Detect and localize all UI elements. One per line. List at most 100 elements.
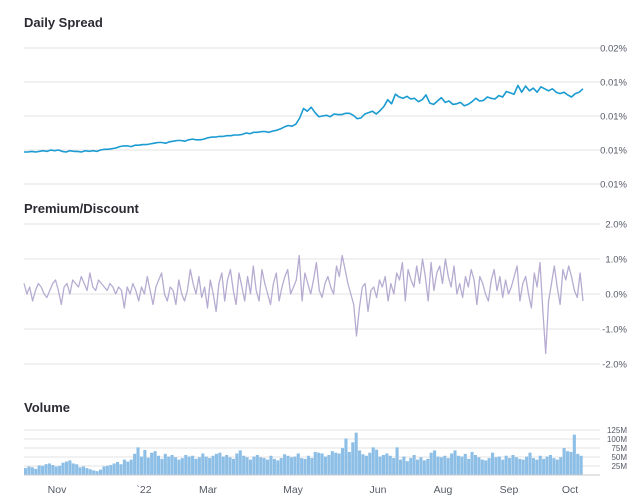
volume-bar <box>208 458 212 475</box>
volume-bar <box>467 458 471 475</box>
volume-bar <box>375 449 379 475</box>
volume-bar <box>402 456 406 475</box>
volume-bar <box>436 456 440 475</box>
volume-bar <box>405 461 409 475</box>
volume-bar <box>572 434 576 475</box>
volume-bar <box>218 452 222 475</box>
volume-bar <box>177 459 181 475</box>
volume-bar <box>44 464 48 475</box>
volume-bar <box>351 442 355 475</box>
volume-bar <box>153 451 157 475</box>
volume-y-tick-label: 75M <box>611 444 627 453</box>
volume-bar <box>64 461 69 475</box>
premium-y-tick-label: 0.0% <box>605 290 627 301</box>
volume-bar <box>460 456 464 475</box>
volume-bar <box>58 465 62 475</box>
volume-bar <box>371 447 375 475</box>
volume-bar <box>180 458 184 475</box>
volume-bar <box>409 458 413 475</box>
volume-bar <box>238 450 242 475</box>
volume-bar <box>490 452 495 475</box>
volume-bar <box>521 459 525 475</box>
volume-bar <box>276 460 280 475</box>
volume-bar <box>364 455 368 475</box>
x-tick-label: Oct <box>562 484 578 496</box>
volume-bar <box>146 457 150 475</box>
volume-bar <box>381 455 386 475</box>
volume-bar <box>163 453 167 475</box>
volume-bar <box>327 455 331 475</box>
daily-spread-title: Daily Spread <box>24 15 103 30</box>
volume-bar <box>429 452 433 475</box>
volume-bar <box>129 459 133 475</box>
volume-bar <box>453 450 457 475</box>
volume-bar <box>272 458 276 475</box>
spread-y-tick-label: 0.01% <box>600 180 627 191</box>
volume-y-tick-label: 50M <box>611 453 627 462</box>
volume-bar <box>102 466 106 475</box>
volume-bar <box>334 452 338 475</box>
volume-bar <box>286 455 290 475</box>
volume-bar <box>184 455 188 475</box>
volume-bar <box>555 459 559 475</box>
volume-bar <box>248 459 253 475</box>
volume-bar <box>446 458 450 475</box>
volume-bar <box>85 468 89 475</box>
volume-bar <box>78 467 82 475</box>
volume-bar <box>494 457 498 475</box>
spread-y-tick-label: 0.02% <box>600 44 627 55</box>
spread-y-tick-label: 0.01% <box>600 78 627 89</box>
volume-bar <box>214 453 218 475</box>
volume-bar <box>576 453 580 475</box>
volume-bar <box>30 467 34 475</box>
x-tick-label: Mar <box>199 484 218 496</box>
volume-bar <box>477 457 481 475</box>
volume-bar <box>443 455 447 475</box>
volume-bar <box>545 456 549 475</box>
volume-bar <box>497 456 501 475</box>
volume-bar <box>504 455 508 475</box>
volume-bar <box>245 457 249 475</box>
volume-bar <box>480 459 484 475</box>
volume-bar <box>426 458 430 475</box>
volume-bar <box>221 456 225 475</box>
volume-bar <box>562 448 566 475</box>
volume-bar <box>279 458 283 475</box>
volume-bar <box>569 451 573 475</box>
volume-bar <box>252 456 256 475</box>
volume-bar <box>344 438 348 475</box>
volume-y-tick-label: 125M <box>607 426 627 435</box>
volume-bar <box>484 460 488 475</box>
volume-bar <box>306 455 311 475</box>
volume-bar <box>565 451 570 475</box>
volume-bar <box>173 457 178 475</box>
volume-bar <box>514 457 518 475</box>
volume-bar <box>191 455 195 475</box>
volume-bar <box>535 459 539 475</box>
volume-bar <box>450 453 454 475</box>
volume-bar <box>269 455 273 475</box>
x-tick-label: Aug <box>434 484 453 496</box>
spread-y-tick-label: 0.01% <box>600 112 627 123</box>
volume-bar <box>109 465 113 475</box>
volume-bar <box>266 459 270 475</box>
premium-series-line <box>23 254 584 355</box>
volume-bar <box>358 450 362 475</box>
volume-bar <box>34 468 38 475</box>
volume-bar <box>579 455 583 475</box>
volume-bar <box>296 453 300 475</box>
volume-bar <box>337 453 341 475</box>
volume-bar <box>313 451 317 475</box>
volume-bar <box>68 460 72 475</box>
spread-series-line <box>24 84 584 153</box>
volume-bar <box>139 456 143 475</box>
volume-bar <box>289 457 293 475</box>
premium-y-tick-label: 1.0% <box>605 255 627 266</box>
volume-bar <box>470 451 474 475</box>
volume-bar <box>262 458 266 475</box>
volume-bar <box>187 456 191 475</box>
volume-bar <box>71 463 75 475</box>
volume-bar <box>347 451 351 475</box>
volume-bar <box>419 457 423 475</box>
x-tick-label: Sep <box>500 484 519 496</box>
